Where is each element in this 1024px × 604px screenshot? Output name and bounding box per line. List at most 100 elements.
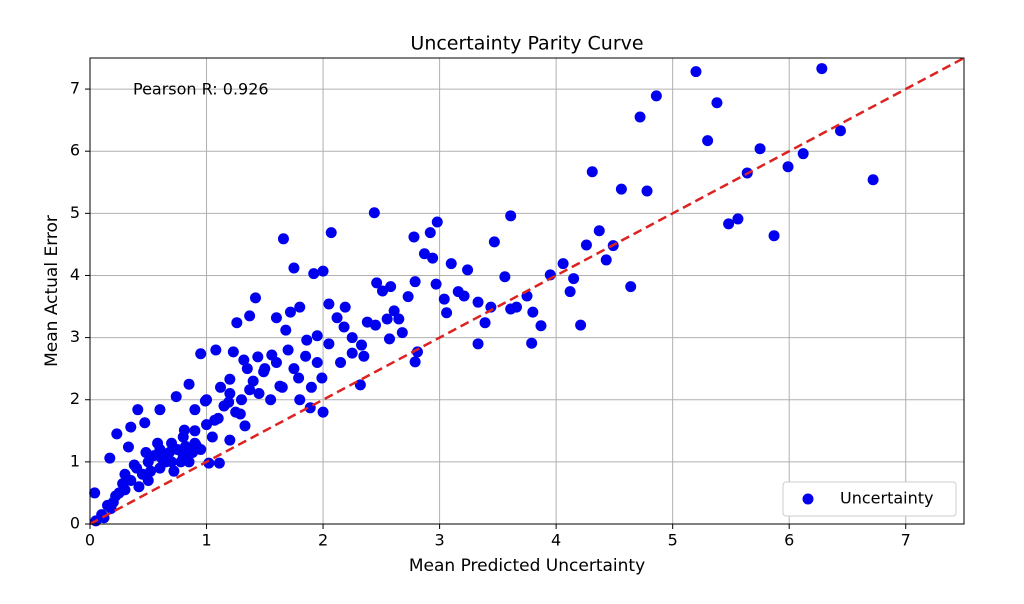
scatter-point — [368, 207, 380, 219]
legend: Uncertainty — [782, 481, 957, 517]
x-tick-label: 3 — [435, 531, 445, 550]
scatter-point — [241, 363, 253, 375]
scatter-point — [189, 425, 201, 437]
scatter-point — [177, 431, 189, 443]
scatter-point — [187, 447, 199, 459]
y-tick-label: 3 — [70, 327, 80, 346]
y-tick-label: 0 — [70, 514, 80, 533]
scatter-point — [505, 303, 517, 315]
x-tick-label: 6 — [784, 531, 794, 550]
scatter-point — [557, 258, 569, 270]
x-tick-label: 7 — [901, 531, 911, 550]
scatter-point — [634, 111, 646, 123]
scatter-point — [402, 291, 414, 303]
scatter-point — [253, 388, 265, 400]
scatter-point — [409, 276, 421, 288]
scatter-point — [346, 347, 358, 359]
scatter-point — [213, 457, 225, 469]
scatter-point — [244, 310, 256, 322]
scatter-point — [218, 400, 230, 412]
scatter-point — [424, 227, 436, 239]
scatter-point — [586, 166, 598, 178]
legend-marker — [802, 493, 814, 505]
scatter-point — [388, 305, 400, 317]
scatter-point — [203, 457, 215, 469]
scatter-point — [323, 298, 335, 310]
scatter-point — [152, 437, 164, 449]
scatter-point — [224, 388, 236, 400]
scatter-point — [472, 296, 484, 308]
scatter-point — [201, 394, 213, 406]
scatter-point — [288, 262, 300, 274]
scatter-point — [276, 381, 288, 393]
plot-frame — [89, 57, 965, 525]
x-tick-label: 2 — [318, 531, 328, 550]
scatter-point — [117, 478, 129, 490]
scatter-point — [288, 363, 300, 375]
scatter-point — [499, 271, 511, 283]
reference-line — [89, 56, 965, 526]
scatter-point — [311, 330, 323, 342]
x-tick-label: 4 — [551, 531, 561, 550]
scatter-point — [284, 306, 296, 318]
scatter-point — [305, 381, 317, 393]
scatter-point — [238, 354, 250, 366]
scatter-point — [370, 319, 382, 331]
scatter-point — [723, 218, 735, 230]
x-axis-label: Mean Predicted Uncertainty — [409, 556, 645, 576]
scatter-point — [145, 465, 157, 477]
scatter-point — [280, 324, 292, 336]
scatter-point — [247, 375, 259, 387]
scatter-point — [650, 90, 662, 102]
scatter-point — [210, 344, 222, 356]
scatter-point — [431, 216, 443, 228]
scatter-point — [358, 350, 370, 362]
scatter-point — [325, 227, 337, 239]
scatter-point — [140, 447, 152, 459]
scatter-point — [782, 161, 794, 173]
annotation: Pearson R: 0.926 — [133, 80, 269, 99]
scatter-point — [128, 459, 140, 471]
scatter-point — [797, 148, 809, 160]
scatter-point — [754, 143, 766, 155]
scatter-point — [170, 391, 182, 403]
scatter-point — [409, 356, 421, 368]
scatter-point — [615, 183, 627, 195]
scatter-point — [711, 97, 723, 109]
x-tick-label: 0 — [85, 531, 95, 550]
scatter-point — [462, 264, 474, 276]
scatter-point — [339, 301, 351, 313]
y-tick-label: 6 — [70, 141, 80, 160]
scatter-point — [418, 248, 430, 260]
x-tick-label: 1 — [201, 531, 211, 550]
scatter-point — [249, 292, 261, 304]
scatter-point — [641, 185, 653, 197]
scatter-point — [383, 333, 395, 345]
scatter-point — [430, 278, 442, 290]
scatter-point — [301, 334, 313, 346]
scatter-point — [293, 372, 305, 384]
scatter-point — [239, 420, 251, 432]
legend-box — [782, 481, 957, 517]
chart-title: Uncertainty Parity Curve — [410, 33, 643, 55]
scatter-point — [244, 384, 256, 396]
scatter-point — [215, 381, 227, 393]
scatter-point — [408, 231, 420, 243]
scatter-point — [371, 277, 383, 289]
scatter-point — [427, 252, 439, 264]
scatter-point — [393, 313, 405, 325]
scatter-point — [277, 233, 289, 245]
scatter-point — [702, 135, 714, 147]
scatter-point — [110, 490, 122, 502]
scatter-point — [505, 210, 517, 222]
scatter-point — [441, 307, 453, 319]
scatter-point — [183, 456, 195, 468]
scatter-point — [227, 346, 239, 358]
scatter-point — [816, 63, 828, 75]
scatter-point — [111, 428, 123, 440]
scatter-point — [125, 421, 137, 433]
scatter-point — [166, 456, 178, 468]
scatter-point — [580, 239, 592, 251]
scatter-point — [183, 378, 195, 390]
scatter-point — [479, 317, 491, 329]
